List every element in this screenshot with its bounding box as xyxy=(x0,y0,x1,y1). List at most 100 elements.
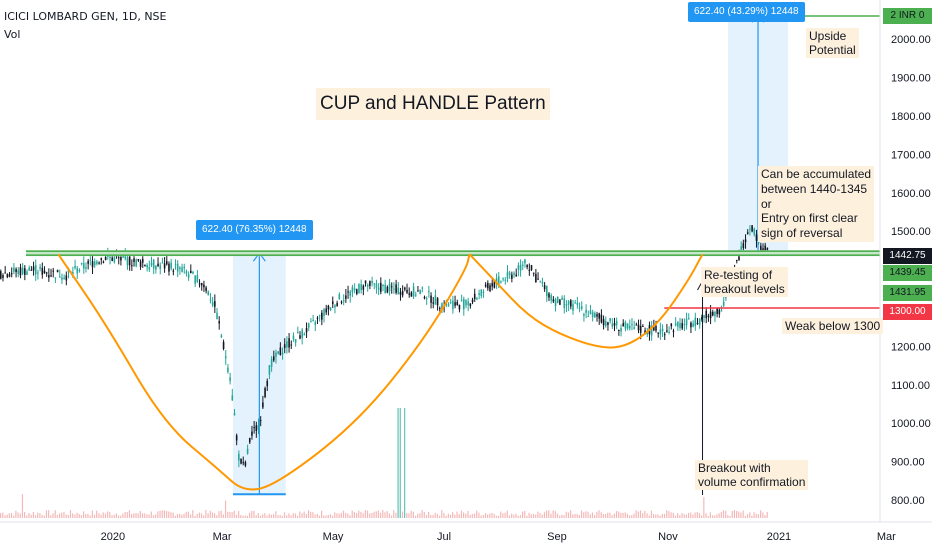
candle-body xyxy=(104,257,107,260)
volume-bar xyxy=(460,510,463,518)
volume-bar xyxy=(443,512,445,518)
volume-bar xyxy=(463,512,465,518)
candle-body xyxy=(517,265,520,270)
candle-body xyxy=(657,332,659,334)
volume-bar xyxy=(364,510,366,518)
candle-body xyxy=(200,283,203,286)
volume-bar xyxy=(714,515,716,518)
candle-body xyxy=(500,281,502,283)
volume-bar xyxy=(683,514,685,518)
volume-bar xyxy=(163,510,165,518)
candle-body xyxy=(432,302,435,304)
volume-bar xyxy=(211,512,214,518)
candle-body xyxy=(355,289,358,295)
candle-body xyxy=(78,270,81,272)
volume-bar xyxy=(131,514,133,518)
volume-bar xyxy=(497,515,500,518)
volume-bar xyxy=(238,511,240,518)
candle-body xyxy=(725,297,727,299)
candle-body xyxy=(552,299,555,302)
volume-bar xyxy=(39,513,41,518)
candlesticks xyxy=(0,225,769,468)
candle-body xyxy=(764,245,766,252)
candle-body xyxy=(696,322,699,324)
candle-body xyxy=(371,281,373,284)
candle-body xyxy=(458,304,461,310)
volume-bar xyxy=(476,510,478,518)
volume-bar xyxy=(674,515,677,518)
volume-bar xyxy=(425,515,428,518)
volume-bar xyxy=(478,512,480,518)
candle-body xyxy=(238,453,240,461)
volume-bar xyxy=(338,513,340,518)
volume-bar xyxy=(128,510,131,518)
candle-body xyxy=(598,313,601,319)
candle-body xyxy=(113,256,116,263)
candle-body xyxy=(705,310,708,319)
candle-body xyxy=(716,308,718,315)
volume-bar xyxy=(288,513,290,518)
candle-body xyxy=(749,228,751,230)
candle-body xyxy=(692,323,694,327)
candle-body xyxy=(423,296,426,299)
candle-body xyxy=(618,330,620,332)
candle-body xyxy=(255,425,258,432)
candle-body xyxy=(102,261,105,263)
volume-bar xyxy=(78,514,80,518)
candle-body xyxy=(37,272,39,274)
candle-body xyxy=(596,314,598,317)
volume-bar xyxy=(679,515,681,518)
candle-body xyxy=(10,273,13,275)
candle-body xyxy=(554,299,557,307)
candle-body xyxy=(360,284,362,291)
candle-body xyxy=(275,352,277,357)
volume-bar xyxy=(543,512,546,518)
candle-body xyxy=(0,271,2,279)
candle-body xyxy=(89,259,92,261)
volume-bar xyxy=(701,515,703,518)
candle-body xyxy=(390,286,393,288)
candle-body xyxy=(262,402,264,408)
candle-body xyxy=(286,341,288,348)
volume-bar xyxy=(331,515,334,518)
last-price-tag: 1442.75 xyxy=(883,248,932,264)
y-tick-label: 1900.00 xyxy=(891,73,931,85)
candle-body xyxy=(26,271,28,276)
volume-bar xyxy=(631,515,633,518)
volume-bar xyxy=(203,515,205,518)
volume-bar xyxy=(729,515,731,518)
candle-body xyxy=(508,272,511,275)
candle-body xyxy=(96,261,98,264)
candle-body xyxy=(358,284,360,294)
candle-body xyxy=(303,333,306,336)
candle-body xyxy=(482,292,485,294)
candle-body xyxy=(327,305,330,310)
volume-bar xyxy=(174,515,176,518)
volume-bar xyxy=(585,511,587,518)
candle-body xyxy=(152,259,155,269)
x-tick-label: Mar xyxy=(877,531,896,543)
volume-bar xyxy=(286,515,288,518)
volume-bar xyxy=(565,511,567,518)
volume-bar xyxy=(109,512,111,518)
volume-bar xyxy=(530,514,532,518)
x-tick-label: Sep xyxy=(547,531,567,543)
volume-bar xyxy=(408,513,410,518)
candle-body xyxy=(63,277,65,280)
volume-bar xyxy=(572,514,574,518)
candle-body xyxy=(329,307,332,310)
candle-body xyxy=(428,291,430,293)
candle-body xyxy=(687,318,690,320)
candle-body xyxy=(504,279,507,281)
candle-body xyxy=(600,314,603,323)
x-tick-label: Jul xyxy=(437,531,451,543)
candle-body xyxy=(609,318,611,322)
volume-bar xyxy=(574,513,576,518)
volume-bar xyxy=(135,513,137,518)
candle-body xyxy=(709,311,712,319)
volume-bar xyxy=(596,511,598,518)
y-tick-label: 800.00 xyxy=(891,495,925,507)
candle-body xyxy=(87,261,89,264)
volume-bar xyxy=(639,510,642,518)
